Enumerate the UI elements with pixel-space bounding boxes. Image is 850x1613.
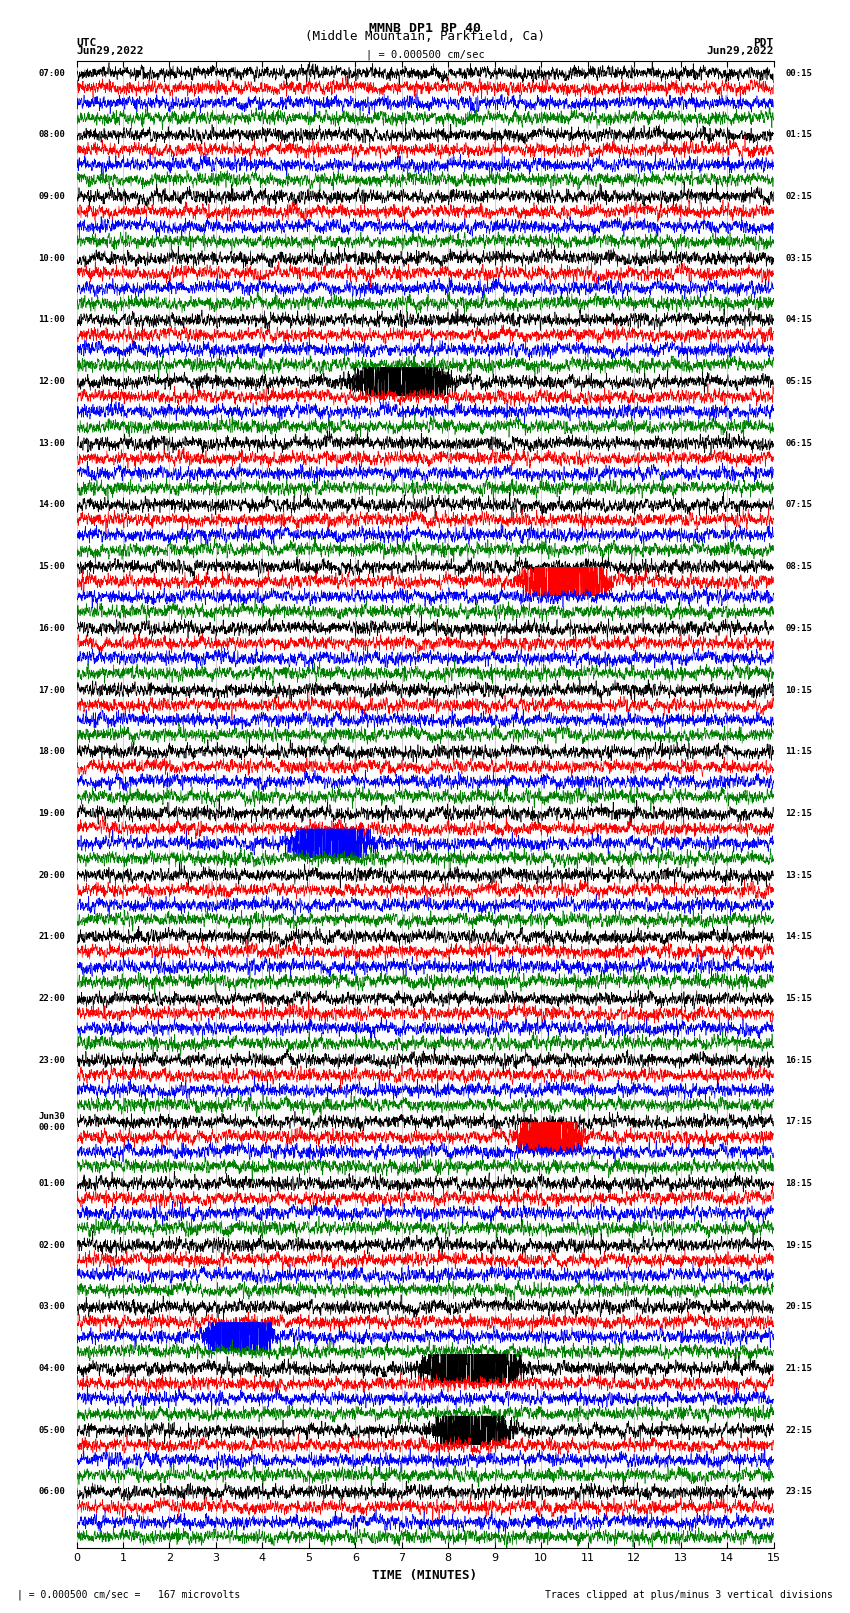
Text: 20:15: 20:15 [785,1302,812,1311]
Text: 07:00: 07:00 [38,69,65,77]
Text: 10:15: 10:15 [785,686,812,695]
Text: 06:15: 06:15 [785,439,812,448]
Text: | = 0.000500 cm/sec =   167 microvolts: | = 0.000500 cm/sec = 167 microvolts [17,1589,241,1600]
Text: 13:00: 13:00 [38,439,65,448]
Text: 22:15: 22:15 [785,1426,812,1436]
Text: 18:00: 18:00 [38,747,65,756]
Text: 01:00: 01:00 [38,1179,65,1189]
Text: 17:15: 17:15 [785,1118,812,1126]
Text: 20:00: 20:00 [38,871,65,879]
Text: 19:15: 19:15 [785,1240,812,1250]
Text: 02:15: 02:15 [785,192,812,202]
Text: 02:00: 02:00 [38,1240,65,1250]
Text: | = 0.000500 cm/sec: | = 0.000500 cm/sec [366,48,484,60]
Text: Traces clipped at plus/minus 3 vertical divisions: Traces clipped at plus/minus 3 vertical … [545,1590,833,1600]
Text: 12:15: 12:15 [785,810,812,818]
Text: 22:00: 22:00 [38,994,65,1003]
Text: 00:15: 00:15 [785,69,812,77]
Text: 05:15: 05:15 [785,377,812,386]
Text: 17:00: 17:00 [38,686,65,695]
Text: 18:15: 18:15 [785,1179,812,1189]
Text: 08:15: 08:15 [785,563,812,571]
Text: 04:15: 04:15 [785,316,812,324]
Text: 13:15: 13:15 [785,871,812,879]
Text: 19:00: 19:00 [38,810,65,818]
Text: PDT: PDT [753,39,774,48]
Text: 16:00: 16:00 [38,624,65,632]
Text: 06:00: 06:00 [38,1487,65,1497]
Text: 10:00: 10:00 [38,253,65,263]
Text: MMNB DP1 BP 40: MMNB DP1 BP 40 [369,21,481,35]
X-axis label: TIME (MINUTES): TIME (MINUTES) [372,1569,478,1582]
Text: 15:00: 15:00 [38,563,65,571]
Text: 09:15: 09:15 [785,624,812,632]
Text: 07:15: 07:15 [785,500,812,510]
Text: 21:15: 21:15 [785,1365,812,1373]
Text: 12:00: 12:00 [38,377,65,386]
Text: Jun29,2022: Jun29,2022 [706,47,774,56]
Text: 21:00: 21:00 [38,932,65,942]
Text: 03:00: 03:00 [38,1302,65,1311]
Text: Jun29,2022: Jun29,2022 [76,47,144,56]
Text: 04:00: 04:00 [38,1365,65,1373]
Text: 01:15: 01:15 [785,131,812,139]
Text: Jun30
00:00: Jun30 00:00 [38,1113,65,1132]
Text: 11:15: 11:15 [785,747,812,756]
Text: 03:15: 03:15 [785,253,812,263]
Text: 11:00: 11:00 [38,316,65,324]
Text: 09:00: 09:00 [38,192,65,202]
Text: 14:00: 14:00 [38,500,65,510]
Text: 23:15: 23:15 [785,1487,812,1497]
Text: 16:15: 16:15 [785,1055,812,1065]
Text: (Middle Mountain, Parkfield, Ca): (Middle Mountain, Parkfield, Ca) [305,29,545,44]
Text: 23:00: 23:00 [38,1055,65,1065]
Text: 14:15: 14:15 [785,932,812,942]
Text: 15:15: 15:15 [785,994,812,1003]
Text: 05:00: 05:00 [38,1426,65,1436]
Text: 08:00: 08:00 [38,131,65,139]
Text: UTC: UTC [76,39,97,48]
